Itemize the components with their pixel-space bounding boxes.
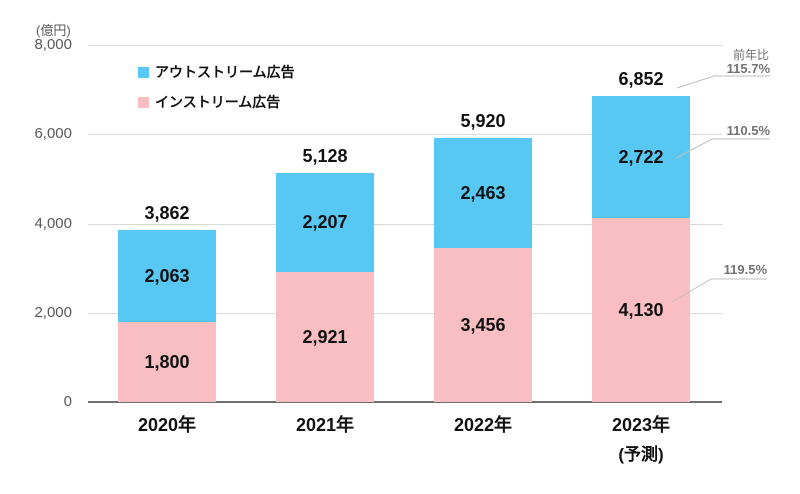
- x-axis-baseline: [88, 401, 722, 403]
- legend-label-outstream: アウトストリーム広告: [155, 64, 295, 80]
- total-value-label: 3,862: [144, 202, 190, 223]
- gridline: [88, 45, 722, 46]
- outstream-value-label: 2,722: [618, 146, 664, 167]
- yoy-pct-instream: 119.5%: [723, 262, 767, 277]
- outstream-value-label: 2,463: [460, 182, 506, 203]
- legend: アウトストリーム広告 インストリーム広告: [138, 64, 295, 124]
- bar-segment-instream: [118, 321, 216, 402]
- outstream-color-swatch: [138, 66, 149, 78]
- total-value-label: 5,128: [302, 146, 348, 167]
- x-tick-sublabel: (予測): [618, 445, 664, 464]
- y-tick-label: 2,000: [34, 303, 72, 321]
- yoy-header: 前年比: [732, 48, 769, 62]
- instream-value-label: 2,921: [302, 326, 348, 347]
- bar-segment-instream: [276, 271, 374, 402]
- legend-item-instream: インストリーム広告: [138, 94, 295, 110]
- yoy-pct-outstream: 110.5%: [726, 123, 770, 138]
- gridline: [88, 223, 722, 225]
- instream-value-label: 4,130: [618, 299, 664, 320]
- total-value-label: 6,852: [618, 69, 664, 90]
- instream-value-label: 1,800: [144, 351, 190, 372]
- y-tick-label: 0: [63, 393, 72, 410]
- x-tick-label: 2021年: [295, 415, 355, 435]
- y-tick-label: 8,000: [34, 36, 72, 53]
- bar-segment-instream: [434, 247, 532, 402]
- total-value-label: 5,920: [460, 110, 506, 131]
- bar-segment-outstream: [276, 173, 374, 272]
- bar-segment-outstream: [118, 229, 216, 322]
- legend-item-outstream: アウトストリーム広告: [138, 64, 295, 80]
- legend-label-instream: インストリーム広告: [155, 94, 281, 110]
- outstream-value-label: 2,207: [302, 212, 348, 233]
- gridline: [88, 312, 722, 314]
- y-axis-unit-label: (億円): [36, 23, 71, 38]
- bar-segment-outstream: [434, 137, 532, 248]
- y-tick-label: 4,000: [34, 214, 72, 232]
- instream-color-swatch: [138, 96, 149, 108]
- gridline: [88, 134, 722, 136]
- bar-segment-instream: [592, 217, 690, 402]
- x-tick-label: 2023年: [611, 415, 671, 435]
- instream-value-label: 3,456: [460, 314, 506, 335]
- y-tick-label: 6,000: [34, 125, 72, 143]
- x-tick-label: 2022年: [453, 415, 513, 435]
- yoy-pct-total: 115.7%: [726, 61, 770, 76]
- outstream-value-label: 2,063: [144, 265, 190, 286]
- x-tick-label: 2020年: [137, 415, 197, 435]
- bar-segment-outstream: [592, 96, 690, 218]
